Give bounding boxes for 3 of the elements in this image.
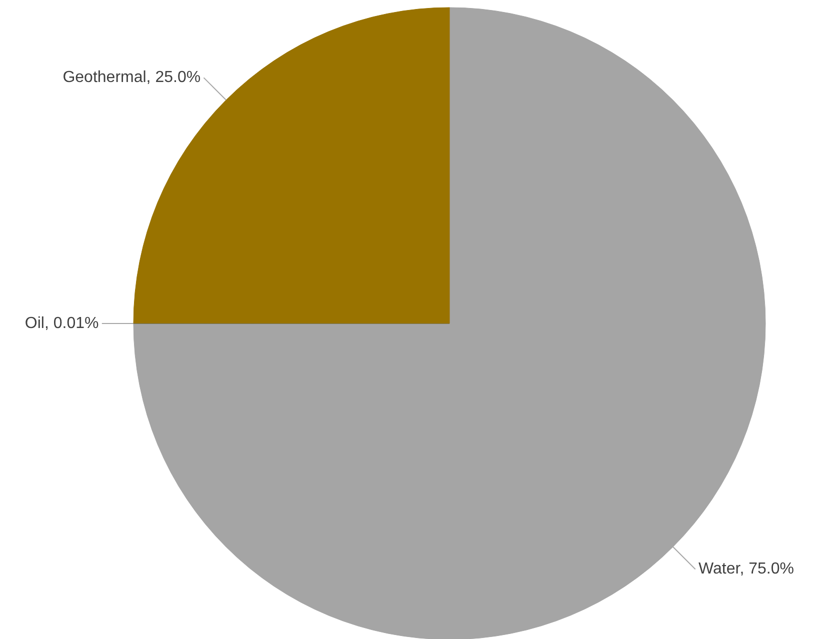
slice-label: Oil, 0.01% [24, 315, 99, 332]
slice-label: Water, 75.0% [698, 560, 794, 578]
slice-label: Geothermal, 25.0% [62, 69, 201, 86]
